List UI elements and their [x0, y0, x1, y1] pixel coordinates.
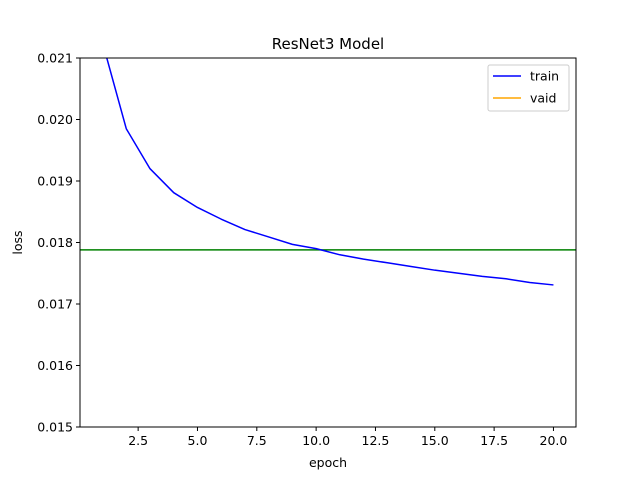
- y-tick-label: 0.018: [37, 235, 73, 250]
- y-axis: 0.015 0.016 0.017 0.018 0.019 0.020 0.021: [37, 51, 80, 435]
- y-tick-label: 0.017: [37, 297, 73, 312]
- y-axis-label: loss: [10, 230, 25, 254]
- legend: train vaid: [487, 64, 570, 112]
- x-tick-label: 17.5: [480, 433, 508, 448]
- x-tick-label: 7.5: [247, 433, 267, 448]
- legend-label-vaid: vaid: [530, 91, 556, 106]
- x-axis: 2.5 5.0 7.5 10.0 12.5 15.0 17.5 20.0: [128, 427, 567, 448]
- series-line-train: [106, 58, 554, 286]
- plot-frame: [79, 57, 577, 428]
- x-tick-label: 2.5: [128, 433, 148, 448]
- chart-title: ResNet3 Model: [272, 35, 384, 53]
- x-axis-label: epoch: [309, 455, 347, 470]
- y-tick-label: 0.015: [37, 420, 73, 435]
- y-tick-label: 0.016: [37, 358, 73, 373]
- y-tick-label: 0.019: [37, 174, 73, 189]
- y-tick-label: 0.020: [37, 112, 73, 127]
- plot-area: [80, 58, 576, 286]
- x-tick-label: 5.0: [188, 433, 208, 448]
- x-tick-label: 15.0: [421, 433, 449, 448]
- legend-label-train: train: [530, 69, 559, 84]
- y-tick-label: 0.021: [37, 51, 73, 66]
- x-tick-label: 12.5: [362, 433, 390, 448]
- x-tick-label: 20.0: [540, 433, 568, 448]
- x-tick-label: 10.0: [302, 433, 330, 448]
